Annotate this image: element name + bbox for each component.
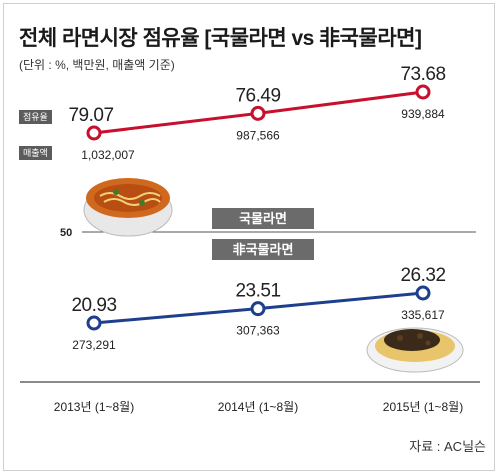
x-tick-2013: 2013년 (1~8월) bbox=[53, 400, 135, 414]
sales-label-non-0: 273,291 bbox=[72, 338, 116, 352]
reference-label: 50 bbox=[60, 227, 72, 239]
chart-title: 전체 라면시장 점유율 [국물라면 vs 非국물라면] bbox=[19, 27, 422, 50]
share-label-non-0: 20.93 bbox=[71, 295, 116, 316]
sales-label-domestic-2: 939,884 bbox=[401, 107, 445, 121]
data-point-non-0 bbox=[86, 315, 102, 331]
data-point-non-1 bbox=[250, 301, 266, 317]
jjajang-noodle-illustration bbox=[366, 327, 464, 373]
band-domestic: 국물라면 bbox=[212, 208, 314, 229]
data-point-domestic-1 bbox=[250, 105, 266, 121]
sales-badge: 매출액 bbox=[19, 146, 52, 160]
share-label-domestic-1: 76.49 bbox=[235, 85, 280, 106]
source-note: 자료 : AC닐슨 bbox=[409, 439, 486, 454]
chart-subtitle: (단위 : %, 백만원, 매출액 기준) bbox=[19, 58, 175, 72]
share-label-domestic-0: 79.07 bbox=[68, 105, 113, 126]
data-point-non-2 bbox=[415, 285, 431, 301]
share-label-non-1: 23.51 bbox=[235, 281, 280, 302]
data-point-domestic-2 bbox=[415, 84, 431, 100]
share-label-domestic-2: 73.68 bbox=[400, 64, 445, 85]
sales-label-non-2: 335,617 bbox=[401, 308, 445, 322]
x-tick-2015: 2015년 (1~8월) bbox=[382, 400, 464, 414]
chart-frame bbox=[3, 3, 495, 471]
sales-label-non-1: 307,363 bbox=[236, 324, 280, 338]
soup-ramen-illustration bbox=[83, 178, 173, 237]
x-tick-2014: 2014년 (1~8월) bbox=[217, 400, 299, 414]
band-non-domestic: 非국물라면 bbox=[212, 239, 314, 260]
data-point-domestic-0 bbox=[86, 125, 102, 141]
share-badge: 점유율 bbox=[19, 110, 52, 124]
sales-label-domestic-0: 1,032,007 bbox=[81, 148, 135, 162]
share-label-non-2: 26.32 bbox=[400, 265, 445, 286]
sales-label-domestic-1: 987,566 bbox=[236, 128, 280, 142]
